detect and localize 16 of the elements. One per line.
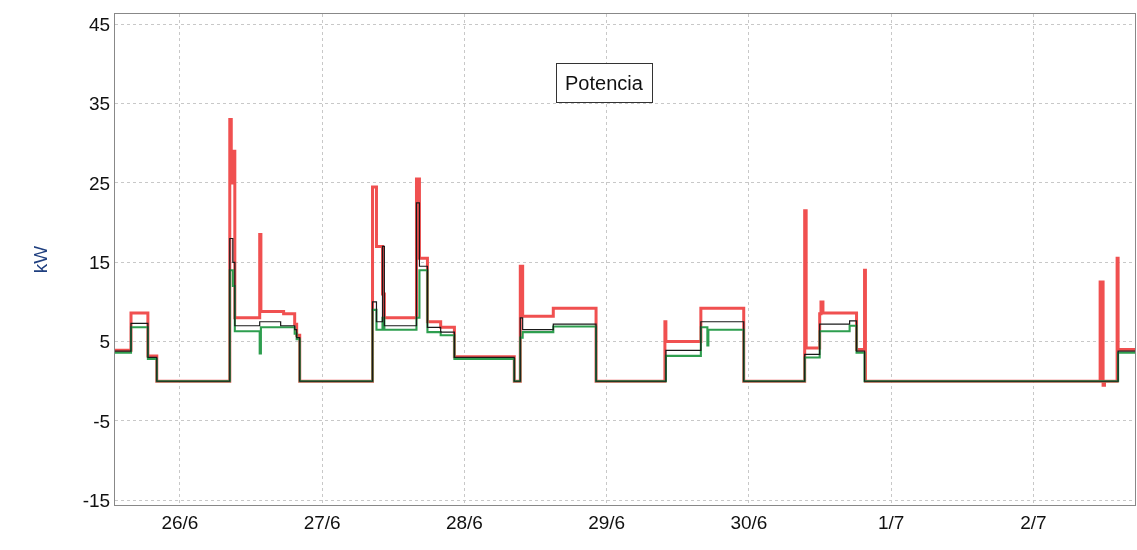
y-tick-label: -5	[93, 410, 111, 432]
y-tick-label: 35	[89, 93, 111, 115]
x-tick-label: 28/6	[445, 511, 483, 533]
y-tick-label: 25	[89, 172, 111, 194]
x-tick-label: 27/6	[303, 511, 341, 533]
y-tick-label: 5	[99, 331, 111, 353]
x-tick-label: 30/6	[730, 511, 768, 533]
x-tick-label: 2/7	[1020, 511, 1047, 533]
y-tick-label: 15	[89, 251, 111, 273]
x-tick-label: 29/6	[588, 511, 626, 533]
x-tick-label: 1/7	[877, 511, 905, 533]
text: Potencia	[565, 72, 644, 94]
x-tick-label: 26/6	[161, 511, 199, 533]
y-axis-title: kW	[29, 245, 51, 274]
y-tick-label: 45	[89, 13, 111, 35]
y-tick-label: -15	[82, 489, 111, 511]
